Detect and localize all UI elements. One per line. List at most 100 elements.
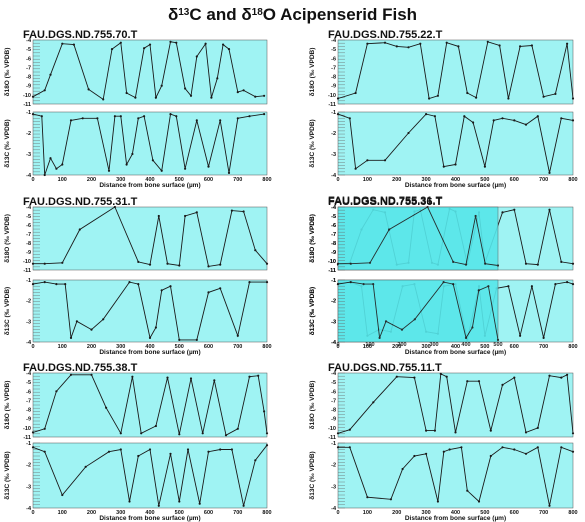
d13c-data-point <box>425 113 428 116</box>
d18o-data-point <box>560 260 563 263</box>
x-tick-label: 300 <box>422 510 431 516</box>
x-tick-label: 600 <box>204 344 213 350</box>
d18o-y-tick-label: -7 <box>26 65 31 71</box>
d18o-data-point <box>31 95 35 98</box>
d13c-data-point <box>442 165 445 168</box>
d13c-data-point <box>160 289 163 292</box>
d18o-y-tick-label: -6 <box>331 56 336 62</box>
d13c-data-point <box>530 285 534 288</box>
d13c-y-tick-label: -1 <box>26 441 31 447</box>
d18o-y-axis-label: δ18O (‰ VPDB) <box>309 214 316 263</box>
x-tick-label: 600 <box>204 177 213 183</box>
overlay-d13c-y-tick-label: -3 <box>331 319 336 325</box>
d13c-data-point <box>433 115 436 118</box>
d18o-data-point <box>336 432 340 435</box>
overlay-d13c-y-axis-label: δ13C (‰ VPDB) <box>309 287 316 335</box>
d18o-data-point <box>354 91 357 95</box>
overlay-chart: FAU.DGS.ND.755.31.T-4-5-6-7-8-9-10-11δ18… <box>309 195 503 348</box>
d18o-data-point <box>395 375 398 378</box>
chart-5: FAU.DGS.ND.755.38.T-4-5-6-7-8-9-10-11δ18… <box>4 362 272 522</box>
overlay-x-tick-label: 400 <box>461 342 470 348</box>
title-superscript-18: 18 <box>252 7 264 18</box>
d13c-data-point <box>230 448 233 451</box>
d18o-data-point <box>189 94 193 97</box>
d13c-data-point <box>207 165 210 168</box>
overlay-d18o-data-point <box>496 264 500 267</box>
d13c-data-point <box>143 115 146 118</box>
d18o-plot-area <box>337 372 574 438</box>
d18o-data-point <box>513 376 516 379</box>
d13c-data-point <box>184 167 187 170</box>
d13c-data-point <box>186 448 190 451</box>
overlay-d18o-y-axis-label: δ18O (‰ VPDB) <box>309 214 316 263</box>
overlay-d13c-data-point <box>487 285 490 288</box>
d18o-y-tick-label: -7 <box>331 398 336 404</box>
d18o-data-point <box>571 262 575 265</box>
d18o-y-tick-label: -8 <box>331 75 336 81</box>
d13c-data-point <box>207 450 210 453</box>
d13c-data-point <box>154 326 157 329</box>
d18o-data-point <box>154 96 157 99</box>
d13c-data-point <box>43 281 46 284</box>
d13c-data-point <box>442 450 445 453</box>
d13c-data-point <box>483 165 486 168</box>
d18o-data-point <box>254 249 257 252</box>
overlay-x-tick-label: 100 <box>365 342 374 348</box>
d13c-data-point <box>383 159 387 162</box>
d18o-data-point <box>31 262 35 265</box>
overlay-d13c-data-point <box>384 320 388 323</box>
d18o-data-point <box>154 424 157 428</box>
d18o-data-point <box>439 372 442 375</box>
x-tick-label: 300 <box>116 177 125 183</box>
d13c-data-point <box>401 467 404 471</box>
d18o-y-tick-label: -4 <box>26 371 32 377</box>
x-tick-label: 600 <box>510 510 519 516</box>
d13c-data-point <box>195 119 198 122</box>
d18o-data-point <box>428 97 431 100</box>
d18o-data-point <box>49 73 52 76</box>
d18o-data-point <box>542 95 545 98</box>
overlay-d18o-data-point <box>452 260 455 263</box>
d13c-data-point <box>536 446 539 449</box>
d18o-y-axis-label: δ18O (‰ VPDB) <box>4 48 11 97</box>
overlay-d13c-data-point <box>362 283 365 286</box>
d18o-data-point <box>513 208 516 211</box>
d13c-data-point <box>90 328 93 331</box>
d18o-data-point <box>55 390 58 393</box>
d18o-y-axis-label: δ18O (‰ VPDB) <box>4 381 11 430</box>
overlay-d13c-data-point <box>372 283 375 286</box>
d18o-y-tick-label: -5 <box>26 214 31 220</box>
d13c-data-point <box>125 163 128 166</box>
d13c-data-point <box>64 283 67 286</box>
d13c-data-point <box>137 117 140 120</box>
d18o-series-line <box>33 206 268 267</box>
d13c-data-point <box>248 115 251 118</box>
d18o-y-tick-label: -6 <box>26 223 31 229</box>
d13c-y-tick-label: -3 <box>26 484 31 490</box>
d18o-y-tick-label: -4 <box>331 205 337 211</box>
d13c-data-point <box>55 167 58 170</box>
d13c-y-axis-label: δ13C (‰ VPDB) <box>309 287 316 335</box>
x-tick-label: 300 <box>116 344 125 350</box>
d13c-y-tick-label: -1 <box>26 110 31 116</box>
d18o-y-tick-label: -5 <box>26 47 31 53</box>
d18o-y-tick-label: -10 <box>328 426 336 432</box>
d13c-data-point <box>195 338 198 341</box>
d18o-data-point <box>201 432 204 435</box>
d13c-data-point <box>265 444 269 447</box>
d13c-y-tick-label: -3 <box>26 152 31 158</box>
d18o-data-point <box>236 427 239 430</box>
overlay-d18o-data-point <box>464 263 468 266</box>
x-tick-label: 800 <box>568 177 577 183</box>
title-middle: C and δ <box>189 5 251 24</box>
x-tick-label: 0 <box>336 177 339 183</box>
d18o-data-point <box>524 431 528 434</box>
overlay-d18o-data-point <box>388 228 391 231</box>
d13c-data-point <box>548 504 551 507</box>
d13c-y-tick-label: -1 <box>26 278 31 284</box>
x-tick-label: 800 <box>262 344 271 350</box>
x-tick-label: 500 <box>480 344 489 350</box>
d18o-data-point <box>131 375 134 378</box>
d18o-data-point <box>263 410 266 413</box>
overlay-d18o-y-tick-label: -5 <box>331 214 336 220</box>
